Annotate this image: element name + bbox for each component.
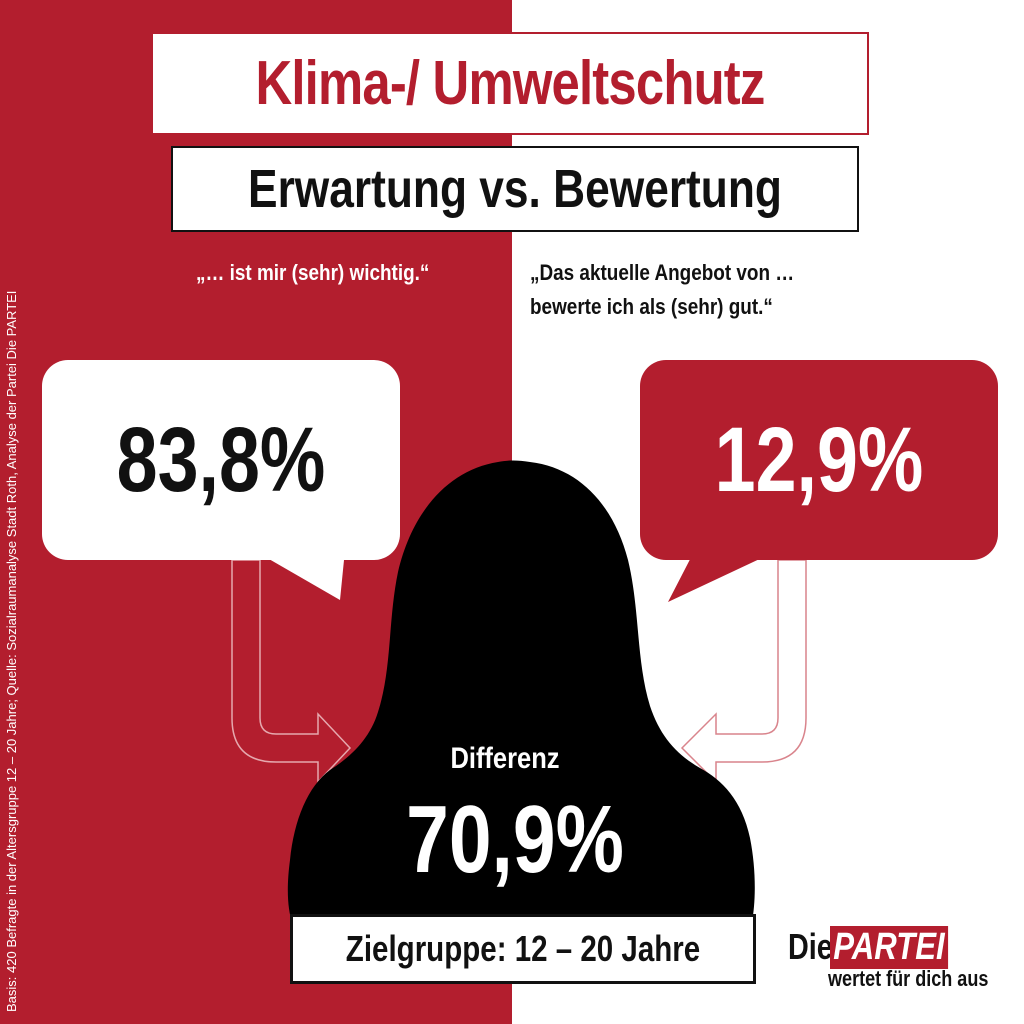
left-value: 83,8% [116, 408, 326, 511]
title-frame [151, 32, 869, 135]
difference-label: Differenz [450, 742, 560, 775]
logo-partei: PARTEI [830, 926, 948, 969]
right-speech-bubble [640, 360, 998, 560]
person-silhouette [287, 460, 755, 922]
left-speech-bubble [42, 360, 400, 560]
right-arrow-outline [680, 559, 807, 784]
right-quote-line-2: bewerte ich als (sehr) gut.“ [530, 294, 773, 319]
page-subtitle: Erwartung vs. Bewertung [248, 159, 782, 219]
target-group-frame [290, 914, 756, 984]
source-note: Basis: 420 Befragte in der Altersgruppe … [4, 290, 19, 1012]
page-title: Klima-/ Umweltschutz [255, 49, 765, 118]
subtitle-frame [171, 146, 859, 232]
logo-die: Die [788, 926, 833, 967]
logo-tagline: wertet für dich aus [828, 966, 989, 991]
right-value: 12,9% [714, 408, 924, 511]
left-quote: „… ist mir (sehr) wichtig.“ [196, 260, 430, 285]
right-quote-line-1: „Das aktuelle Angebot von … [530, 260, 795, 285]
target-group-label: Zielgruppe: 12 – 20 Jahre [345, 928, 701, 969]
left-arrow-outline [231, 559, 352, 784]
difference-value: 70,9% [406, 786, 624, 893]
